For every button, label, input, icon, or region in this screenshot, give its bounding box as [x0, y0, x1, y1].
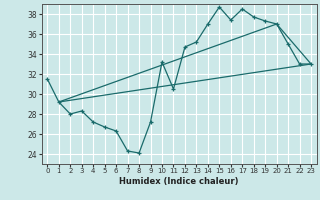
X-axis label: Humidex (Indice chaleur): Humidex (Indice chaleur): [119, 177, 239, 186]
